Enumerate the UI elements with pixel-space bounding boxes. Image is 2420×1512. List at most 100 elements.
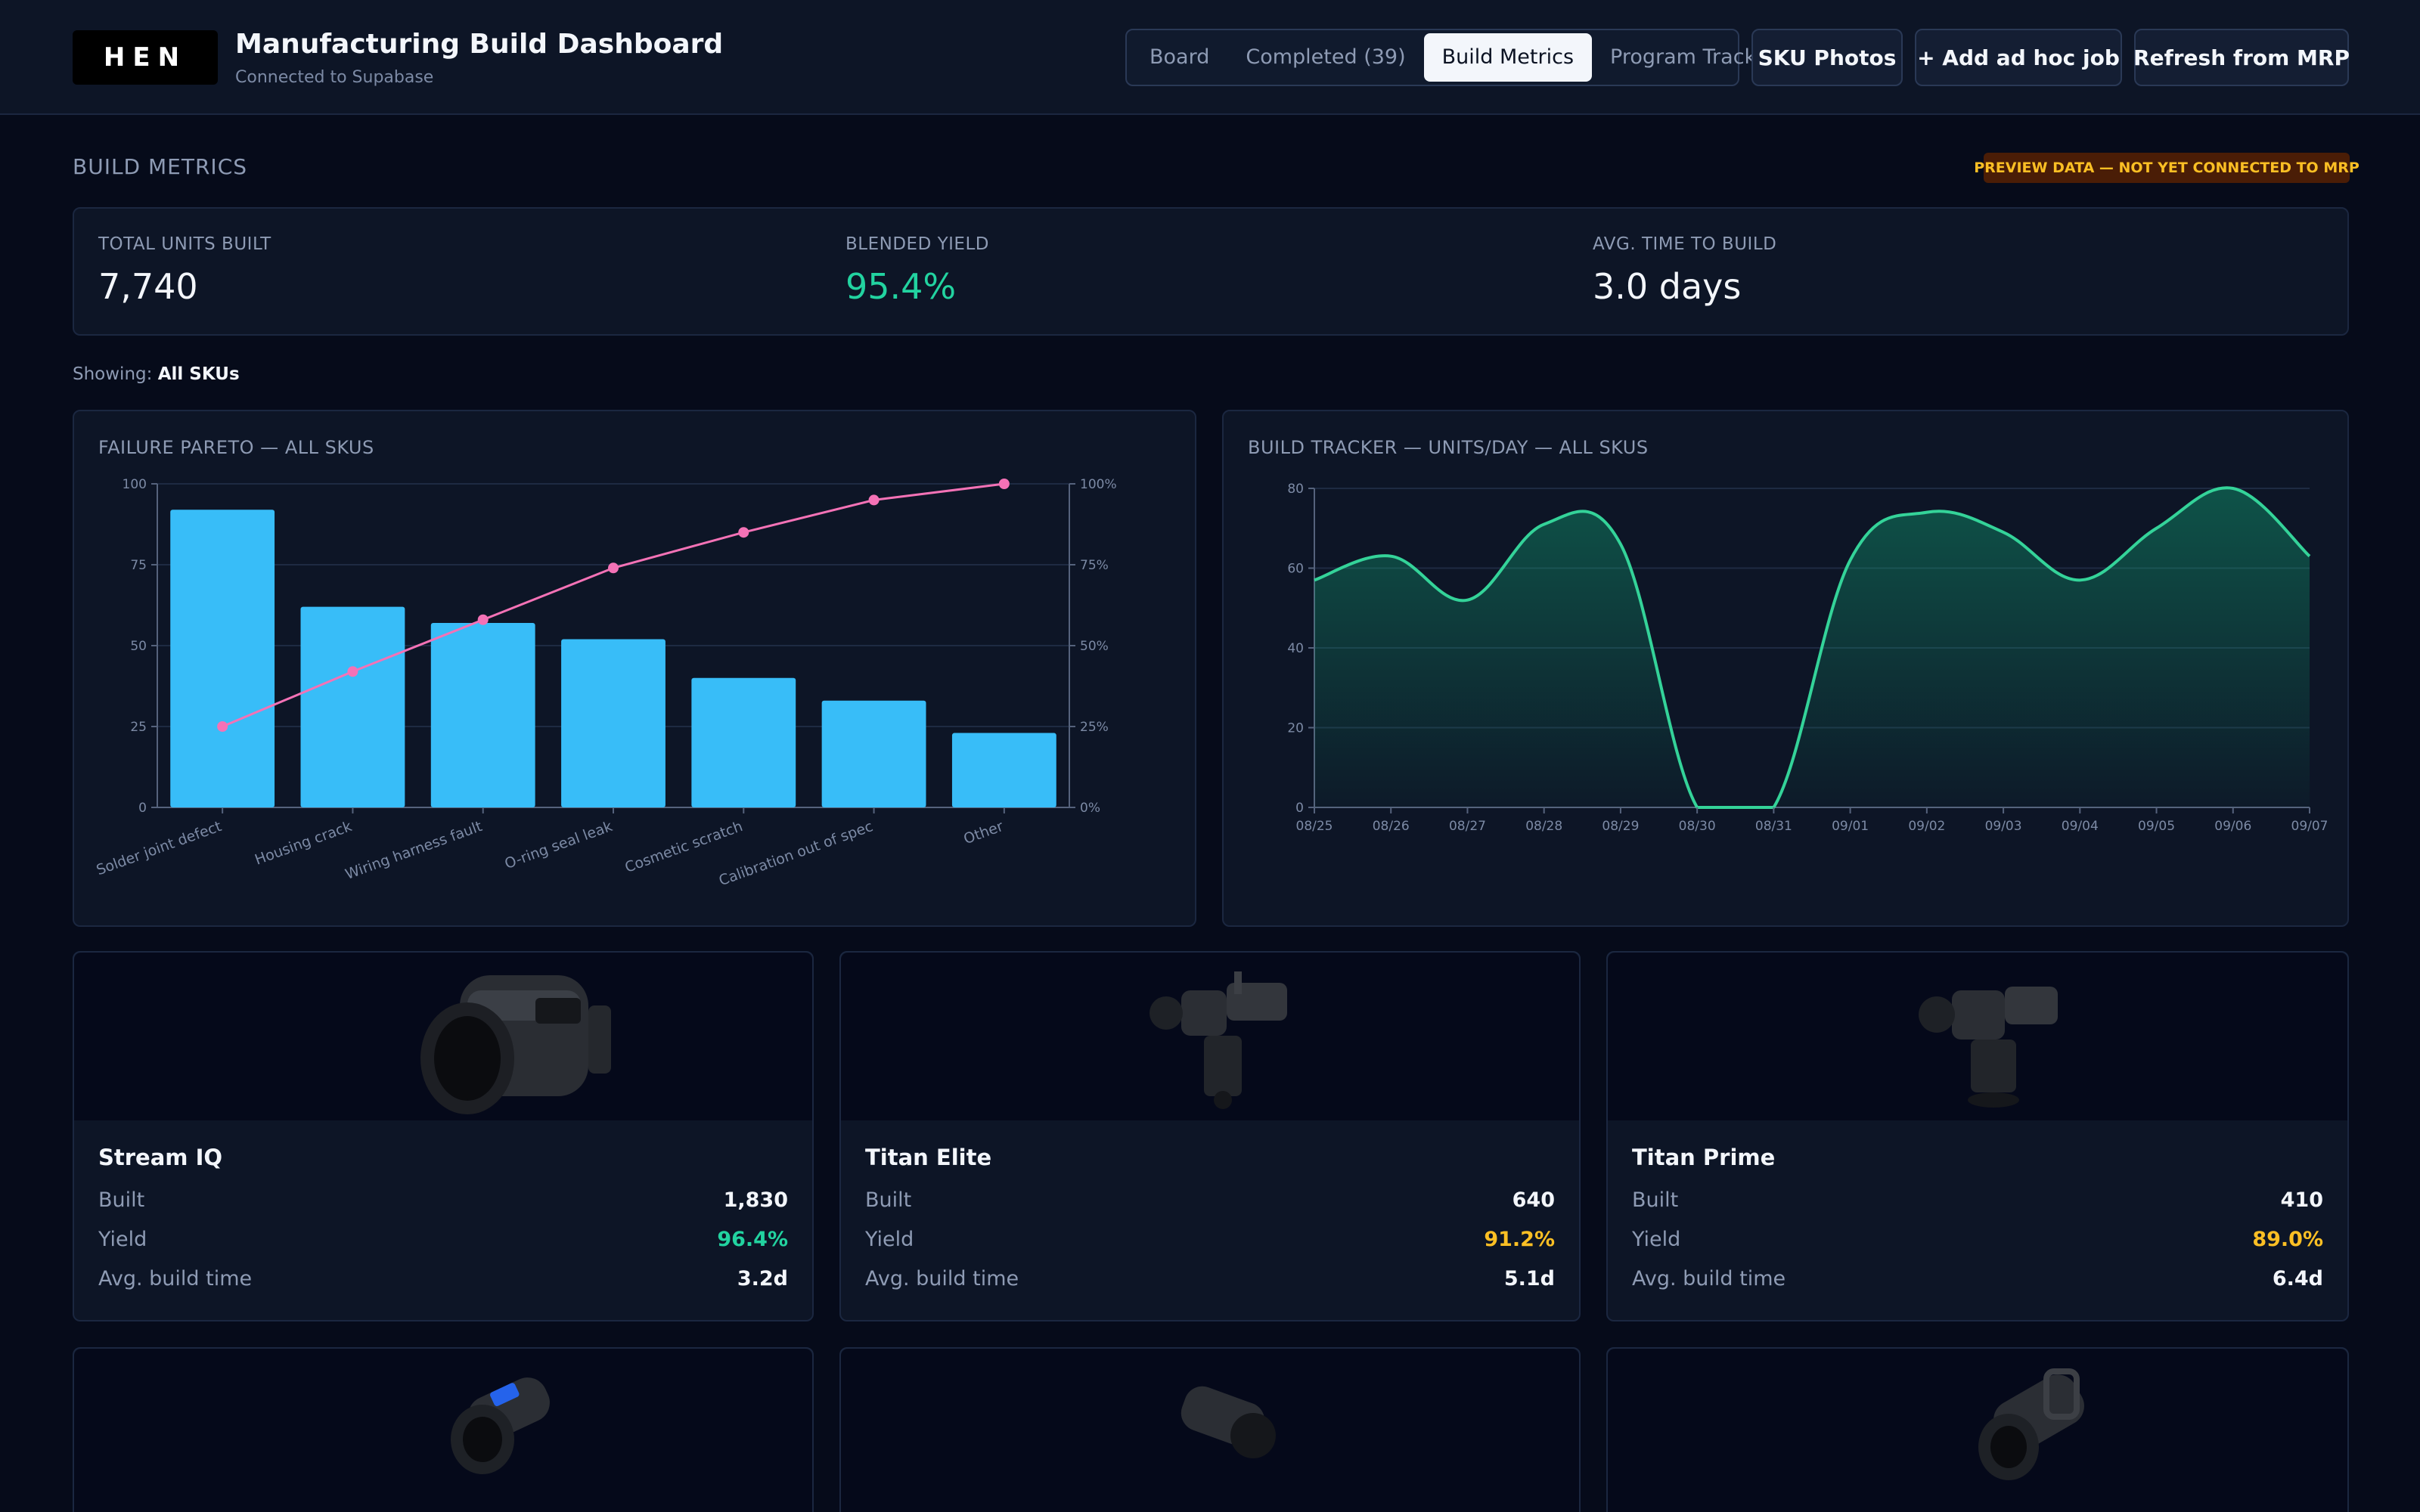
sku-yield-value: 89.0% <box>2252 1228 2323 1251</box>
camera-mount-icon <box>1150 971 1287 1109</box>
sku-name: Titan Elite <box>865 1145 992 1170</box>
preview-data-badge: PREVIEW DATA — NOT YET CONNECTED TO MRP <box>1974 153 2360 183</box>
sku-time-value: 3.2d <box>737 1267 788 1290</box>
x-tick-label: 08/30 <box>1679 819 1716 834</box>
y2-tick-label: 0% <box>1080 801 1100 816</box>
y-tick-label: 50 <box>130 639 147 654</box>
pareto-bar <box>561 639 666 807</box>
build-tracker-chart: 0 20 40 60 80 08/25 08/26 08/27 08/28 08/29 08/30 0… <box>1287 482 2328 834</box>
tab-completed[interactable]: Completed (39) <box>1246 45 1406 69</box>
kpi-value-yield: 95.4% <box>845 266 957 307</box>
y-tick-label: 75 <box>130 558 147 573</box>
sku-yield-label: Yield <box>98 1228 147 1251</box>
sku-card-stream-iq[interactable]: Stream IQ Built 1,830 Yield 96.4% Avg. bui… <box>73 951 814 1321</box>
sku-built-row: Built 410 <box>1632 1188 2323 1212</box>
app-header: HEN Manufacturing Build Dashboard Connec… <box>0 0 2420 115</box>
x-tick-label: 08/28 <box>1525 819 1562 834</box>
view-tabs: Board Completed (39) Build Metrics Progr… <box>1125 29 1756 86</box>
camera-mount-icon <box>1919 987 2058 1108</box>
cumulative-point <box>347 666 358 677</box>
x-tick-label: O-ring seal leak <box>502 818 614 872</box>
sku-time-label: Avg. build time <box>1632 1267 1786 1290</box>
sku-yield-label: Yield <box>1632 1228 1681 1251</box>
sku-card[interactable] <box>839 1347 1581 1512</box>
sku-yield-row: Yield 89.0% <box>1632 1228 2323 1251</box>
kpi-label-yield: BLENDED YIELD <box>845 234 989 254</box>
tracker-chart-title: BUILD TRACKER — UNITS/DAY — ALL SKUS <box>1248 437 1649 458</box>
x-tick-label: Solder joint defect <box>95 818 224 878</box>
y-tick-label: 25 <box>130 720 147 735</box>
cumulative-point <box>998 479 1010 489</box>
sku-yield-row: Yield 91.2% <box>865 1228 1555 1251</box>
sku-name: Titan Prime <box>1632 1145 1776 1170</box>
sku-built-label: Built <box>865 1188 912 1212</box>
units-line <box>1314 486 2311 809</box>
sku-yield-value: 91.2% <box>1484 1228 1555 1251</box>
filter-label: Showing: <box>73 364 153 384</box>
y2-tick-label: 100% <box>1080 477 1117 492</box>
sku-built-value: 410 <box>2280 1188 2323 1212</box>
y-tick-label: 0 <box>1295 801 1304 816</box>
x-tick-label: 08/27 <box>1449 819 1486 834</box>
filter-value: All SKUs <box>157 364 240 384</box>
sku-card[interactable] <box>1606 1347 2349 1512</box>
sku-photos-button[interactable]: SKU Photos <box>1751 29 1903 86</box>
company-logo[interactable]: HEN <box>73 30 218 85</box>
x-tick-label: 09/04 <box>2062 819 2099 834</box>
x-tick-label: 08/31 <box>1755 819 1792 834</box>
x-tick-label: 09/05 <box>2138 819 2175 834</box>
y2-tick-label: 25% <box>1080 720 1109 735</box>
sku-filter-indicator[interactable]: Showing: All SKUs <box>73 364 240 384</box>
pareto-bar <box>951 733 1056 807</box>
tab-program-track[interactable]: Program Track <box>1610 45 1757 69</box>
thermal-monocular-icon <box>420 975 611 1114</box>
kpi-value-time: 3.0 days <box>1593 266 1742 307</box>
y-tick-label: 80 <box>1287 482 1304 497</box>
pareto-bar <box>300 606 405 807</box>
sku-card[interactable] <box>73 1347 814 1512</box>
y-tick-label: 0 <box>138 801 147 816</box>
sku-time-value: 6.4d <box>2272 1267 2323 1290</box>
x-tick-label: Housing crack <box>253 818 354 869</box>
logo-text: HEN <box>103 42 188 73</box>
handheld-imager-icon <box>1978 1368 2084 1480</box>
x-tick-label: 09/01 <box>1832 819 1869 834</box>
tab-build-metrics[interactable]: Build Metrics <box>1423 33 1593 82</box>
sku-photo <box>1608 953 2347 1120</box>
sku-photo <box>74 1349 812 1512</box>
sku-built-label: Built <box>1632 1188 1679 1212</box>
tab-board[interactable]: Board <box>1150 45 1210 69</box>
sku-card-titan-prime[interactable]: Titan Prime Built 410 Yield 89.0% Avg. bui… <box>1606 951 2349 1321</box>
y2-tick-label: 75% <box>1080 558 1109 573</box>
cumulative-point <box>868 494 880 506</box>
x-tick-label: 09/02 <box>1908 819 1945 834</box>
section-title: BUILD METRICS <box>73 154 248 179</box>
x-tick-label: 08/25 <box>1296 819 1333 834</box>
refresh-from-mrp-button[interactable]: Refresh from MRP <box>2133 29 2350 86</box>
sku-card-titan-elite[interactable]: Titan Elite Built 640 Yield 91.2% Avg. bui… <box>839 951 1581 1321</box>
area-fill <box>1314 488 2310 807</box>
sku-built-row: Built 1,830 <box>98 1188 788 1212</box>
kpi-summary-card <box>73 207 2349 336</box>
sku-built-value: 640 <box>1512 1188 1555 1212</box>
y-tick-label: 100 <box>123 477 147 492</box>
y-tick-label: 20 <box>1287 721 1304 736</box>
cumulative-point <box>738 527 749 538</box>
x-tick-label: Cosmetic scratch <box>622 818 745 876</box>
add-ad-hoc-job-button[interactable]: + Add ad hoc job <box>1915 29 2122 86</box>
kpi-label-units: TOTAL UNITS BUILT <box>98 234 271 254</box>
sku-time-value: 5.1d <box>1503 1267 1555 1290</box>
sku-photo <box>841 1349 1579 1512</box>
y2-tick-label: 50% <box>1080 639 1109 654</box>
x-tick-label: Other <box>961 818 1005 847</box>
sku-built-value: 1,830 <box>723 1188 788 1212</box>
connection-status: Connected to Supabase <box>235 68 434 87</box>
scope-icon <box>451 1377 550 1474</box>
sku-photo <box>1608 1349 2347 1512</box>
y-tick-label: 40 <box>1287 641 1304 656</box>
x-tick-label: 08/26 <box>1373 819 1410 834</box>
sku-yield-label: Yield <box>865 1228 914 1251</box>
sensor-icon <box>1181 1386 1276 1458</box>
cumulative-point <box>217 721 228 732</box>
pareto-bar <box>170 510 275 807</box>
